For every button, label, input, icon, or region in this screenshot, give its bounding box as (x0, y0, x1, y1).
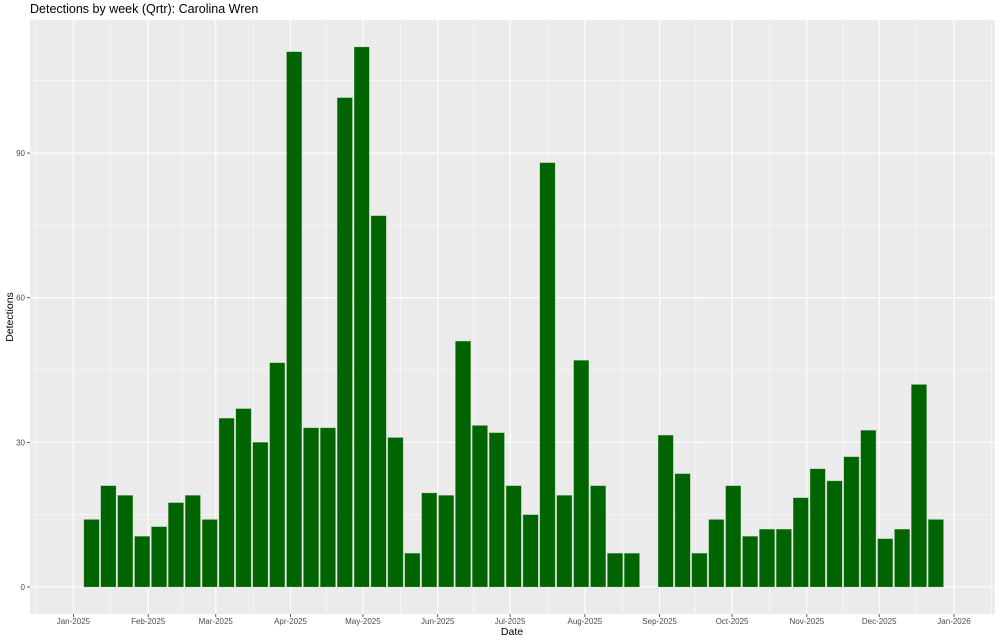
bar (674, 473, 691, 588)
bar (826, 480, 843, 588)
bar (100, 485, 117, 588)
x-tick-label: Sep-2025 (642, 617, 677, 626)
bar (185, 495, 201, 588)
bar (218, 418, 235, 588)
bar (657, 434, 674, 588)
bar (928, 519, 944, 588)
bar (539, 162, 556, 588)
bar (421, 492, 438, 588)
bar (472, 425, 488, 588)
bar (776, 528, 792, 588)
bar (505, 485, 522, 588)
y-tick-label: 90 (16, 149, 25, 158)
bar (201, 519, 218, 588)
x-tick-label: Jan-2025 (57, 617, 91, 626)
bar (320, 427, 336, 588)
x-tick-label: Jan-2026 (937, 617, 971, 626)
bar (725, 485, 741, 588)
bar (404, 553, 421, 588)
bar (843, 456, 860, 588)
bars (83, 46, 944, 588)
x-tick-label: Apr-2025 (274, 617, 307, 626)
bar (117, 495, 134, 588)
bar (708, 519, 725, 588)
bar (455, 340, 471, 588)
bar (742, 536, 758, 588)
bar (894, 528, 910, 588)
bar (860, 430, 877, 588)
bar (573, 360, 590, 588)
bar (252, 442, 269, 588)
bar (691, 553, 708, 588)
x-tick-label: May-2025 (345, 617, 381, 626)
bar (556, 495, 573, 588)
y-tick-label: 30 (16, 438, 25, 447)
x-tick-label: Aug-2025 (568, 617, 603, 626)
bar (590, 485, 606, 588)
x-tick-label: Dec-2025 (862, 617, 897, 626)
bar (337, 97, 353, 588)
bar (793, 497, 809, 588)
bar (303, 427, 319, 588)
y-tick-label: 60 (16, 294, 25, 303)
x-tick-label: Oct-2025 (716, 617, 749, 626)
bar (370, 215, 387, 588)
bar (134, 536, 150, 588)
y-axis: 0 30 60 90 (16, 149, 30, 592)
bar (269, 362, 286, 588)
bar (387, 437, 404, 588)
bar (911, 384, 927, 588)
bar (235, 408, 252, 588)
bar (438, 495, 454, 588)
bar (522, 514, 539, 588)
x-axis: Jan-2025 Feb-2025 Mar-2025 Apr-2025 May-2025… (57, 614, 971, 626)
bar (877, 538, 893, 588)
x-tick-label: Mar-2025 (199, 617, 234, 626)
x-tick-label: Jun-2025 (421, 617, 455, 626)
x-axis-label: Date (501, 626, 523, 638)
bar (809, 468, 826, 588)
bar (607, 553, 623, 588)
y-tick-label: 0 (21, 583, 26, 592)
bar (353, 46, 370, 588)
bar (624, 553, 640, 588)
bar (489, 432, 505, 588)
x-tick-label: Jul-2025 (495, 617, 526, 626)
bar (168, 502, 184, 588)
x-tick-label: Nov-2025 (789, 617, 824, 626)
x-tick-label: Feb-2025 (131, 617, 166, 626)
bar (286, 51, 302, 588)
bar (83, 519, 100, 588)
y-axis-label: Detections (4, 292, 16, 342)
bar (151, 526, 167, 588)
chart-title: Detections by week (Qrtr): Carolina Wren (30, 2, 258, 16)
bar (759, 528, 775, 588)
